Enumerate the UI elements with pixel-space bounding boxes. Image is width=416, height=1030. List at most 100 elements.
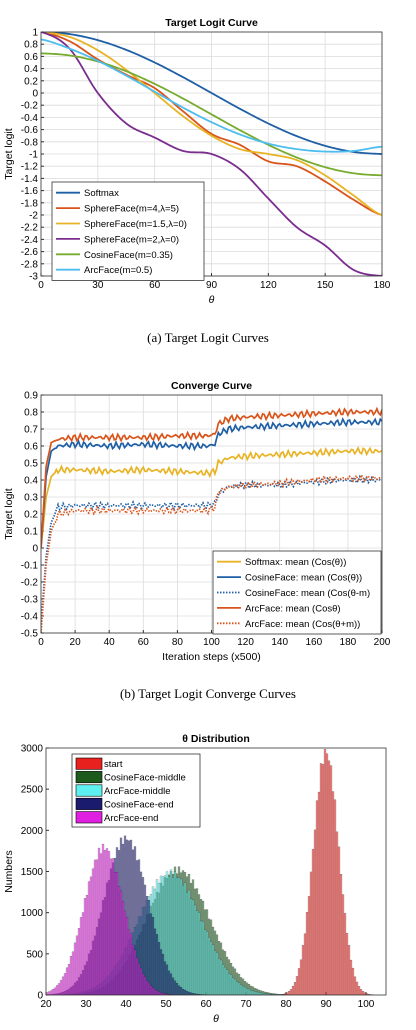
- hist-bar: [333, 799, 337, 995]
- series-line: [41, 32, 382, 155]
- hist-bar: [309, 871, 313, 995]
- hist-bar: [151, 987, 155, 995]
- hist-bar: [169, 973, 173, 995]
- hist-bar: [183, 882, 187, 995]
- hist-bar: [179, 986, 183, 995]
- legend-label: SphereFace(m=2,λ=0): [84, 234, 179, 245]
- hist-bar: [349, 959, 353, 995]
- x-axis-label: Iteration steps (x500): [162, 651, 261, 663]
- y-axis-label: Target logit: [3, 488, 15, 539]
- hist-bar: [287, 991, 291, 995]
- y-tick-label: 3000: [21, 744, 44, 755]
- hist-bar: [47, 991, 51, 995]
- y-tick-label: 1000: [21, 908, 44, 919]
- hist-bar: [177, 877, 181, 995]
- hist-bar: [211, 944, 215, 995]
- hist-bar: [185, 892, 189, 995]
- hist-bar: [355, 981, 359, 995]
- y-tick-label: 0.5: [24, 459, 38, 470]
- y-tick-label: -0.1: [21, 561, 39, 572]
- legend-box: [212, 550, 382, 635]
- y-tick-label: 0.2: [24, 76, 38, 87]
- hist-bar: [201, 921, 205, 995]
- x-tick-label: 140: [271, 637, 288, 648]
- legend-swatch: [75, 784, 103, 797]
- hist-bar: [227, 973, 231, 995]
- hist-bar: [155, 990, 159, 995]
- series-line: [41, 406, 382, 549]
- hist-bar: [151, 917, 155, 995]
- hist-bar: [345, 933, 349, 995]
- legend-label: CosineFace(m=0.35): [84, 250, 173, 261]
- y-tick-label: -1.4: [21, 174, 39, 185]
- hist-bar: [145, 980, 149, 995]
- x-axis-label: θ: [213, 1013, 219, 1025]
- y-tick-label: 0: [32, 89, 38, 100]
- hist-bar: [133, 949, 137, 995]
- hist-bar: [99, 853, 103, 995]
- y-tick-label: -0.4: [21, 612, 39, 623]
- hist-bar: [315, 800, 319, 995]
- hist-bar: [181, 988, 185, 995]
- x-tick-label: 60: [138, 637, 150, 648]
- legend-label: ArcFace-end: [104, 813, 158, 824]
- hist-bar: [177, 985, 181, 995]
- y-tick-label: 0.4: [24, 476, 38, 487]
- series-line: [41, 32, 382, 216]
- hist-bar: [359, 989, 363, 995]
- hist-bar: [85, 894, 89, 995]
- hist-bar: [153, 989, 157, 995]
- hist-bar: [107, 851, 111, 995]
- hist-bar: [167, 970, 171, 995]
- hist-bar: [83, 898, 87, 995]
- hist-bar: [77, 928, 81, 995]
- hist-bar: [239, 984, 243, 995]
- hist-bar: [51, 989, 55, 995]
- hist-bar: [203, 929, 207, 995]
- y-tick-label: -3: [29, 272, 38, 283]
- x-tick-label: 80: [280, 999, 292, 1010]
- y-tick-label: 0.7: [24, 425, 38, 436]
- legend-label: CosineFace-middle: [104, 773, 186, 784]
- hist-bar: [175, 982, 179, 995]
- hist-bar: [195, 910, 199, 995]
- hist-bar: [71, 951, 75, 995]
- y-tick-label: 500: [26, 949, 43, 960]
- series-line: [41, 32, 382, 276]
- series-line: [41, 472, 382, 633]
- hist-bar: [75, 935, 79, 995]
- hist-bar: [73, 942, 77, 995]
- hist-bar: [147, 900, 151, 995]
- hist-bar: [311, 849, 315, 995]
- legend-label: Softmax: [84, 188, 119, 199]
- y-tick-label: -2.4: [21, 235, 39, 246]
- hist-bar: [97, 847, 101, 995]
- legend-label: start: [104, 759, 123, 770]
- legend-label: ArcFace: mean (Cosθ): [245, 603, 341, 614]
- y-tick-label: 0.6: [24, 52, 38, 63]
- hist-bar: [247, 988, 251, 995]
- hist-bar: [327, 760, 331, 995]
- hist-bar: [121, 901, 125, 995]
- caption-a: (a) Target Logit Curves: [147, 330, 269, 345]
- hist-bar: [199, 920, 203, 995]
- y-tick-label: 0.1: [24, 527, 38, 538]
- y-tick-label: 0.3: [24, 493, 38, 504]
- hist-bar: [67, 963, 71, 995]
- x-tick-label: 200: [374, 637, 391, 648]
- hist-bar: [301, 945, 305, 995]
- hist-bar: [189, 898, 193, 995]
- hist-bar: [95, 859, 99, 995]
- hist-bar: [237, 982, 241, 995]
- hist-bar: [197, 912, 201, 995]
- hist-bar: [225, 969, 229, 995]
- hist-bar: [339, 874, 343, 995]
- x-tick-label: 0: [38, 280, 44, 291]
- legend-label: CosineFace: mean (Cos(θ)): [245, 573, 362, 584]
- hist-bar: [325, 753, 329, 995]
- legend-label: ArcFace(m=0.5): [84, 265, 152, 276]
- series-line: [41, 445, 382, 549]
- hist-bar: [165, 964, 169, 995]
- x-tick-label: 180: [340, 637, 357, 648]
- hist-bar: [149, 985, 153, 995]
